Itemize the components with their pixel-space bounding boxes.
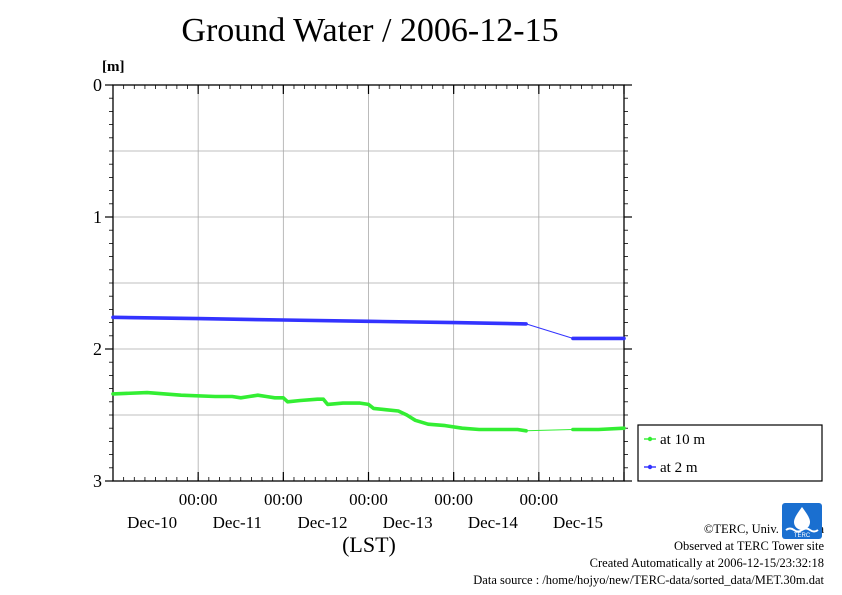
y-tick-label: 2 (93, 339, 102, 359)
x-tick-time-label: 00:00 (434, 490, 473, 509)
x-tick-date-label: Dec-13 (383, 513, 433, 532)
x-tick-date-label: Dec-14 (468, 513, 519, 532)
legend-label: at 10 m (660, 432, 705, 448)
series-10m-line (111, 390, 528, 433)
series-10m-gap-link (526, 429, 573, 432)
x-tick-date-label: Dec-15 (553, 513, 603, 532)
legend-marker (647, 464, 653, 470)
y-tick-label: 0 (93, 75, 102, 95)
y-axis-label: [m] (102, 59, 125, 75)
x-tick-time-label: 00:00 (179, 490, 218, 509)
legend-label: at 2 m (660, 460, 698, 476)
x-tick-time-label: 00:00 (519, 490, 558, 509)
footer-source: Data source : /home/hojyo/new/TERC-data/… (473, 573, 824, 587)
footer-observed: Observed at TERC Tower site (673, 539, 824, 553)
x-axis-label: (LST) (342, 532, 396, 557)
y-tick-label: 1 (93, 207, 102, 227)
x-tick-date-label: Dec-11 (213, 513, 262, 532)
chart-title: Ground Water / 2006-12-15 (181, 12, 559, 49)
terc-logo-icon: TERC (782, 503, 822, 539)
x-tick-time-label: 00:00 (349, 490, 388, 509)
x-tick-date-label: Dec-12 (297, 513, 347, 532)
series-10m-line (571, 426, 626, 432)
y-tick-label: 3 (93, 471, 102, 491)
footer-created: Created Automatically at 2006-12-15/23:3… (589, 556, 824, 570)
x-tick-date-label: Dec-10 (127, 513, 177, 532)
svg-text:TERC: TERC (794, 533, 811, 539)
legend-marker (647, 436, 653, 442)
series-2m-line (111, 315, 528, 326)
series-2m-gap-link (525, 323, 574, 339)
legend-box (637, 424, 823, 482)
x-tick-time-label: 00:00 (264, 490, 303, 509)
